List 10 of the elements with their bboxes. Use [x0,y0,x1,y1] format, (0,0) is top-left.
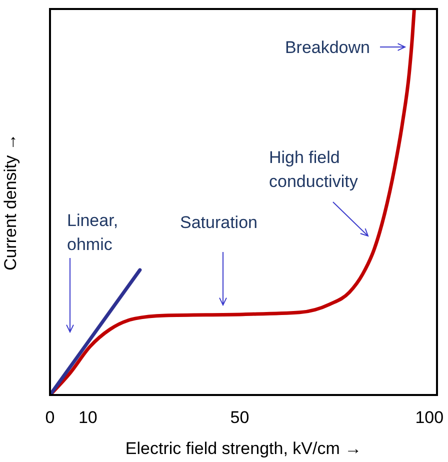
x-tick-label: 100 [415,408,444,428]
y-axis-title: Current density → [1,134,20,270]
annotation: High field conductivity [269,148,358,191]
x-tick-label: 50 [230,408,250,428]
x-tick-label: 10 [78,408,98,428]
annotation: Saturation [180,213,258,232]
x-tick-label: 0 [45,408,55,428]
annotation: Breakdown [284,38,370,57]
x-axis-title: Electric field strength, kV/cm → [125,439,362,458]
annotation: Linear, ohmic [67,211,118,254]
